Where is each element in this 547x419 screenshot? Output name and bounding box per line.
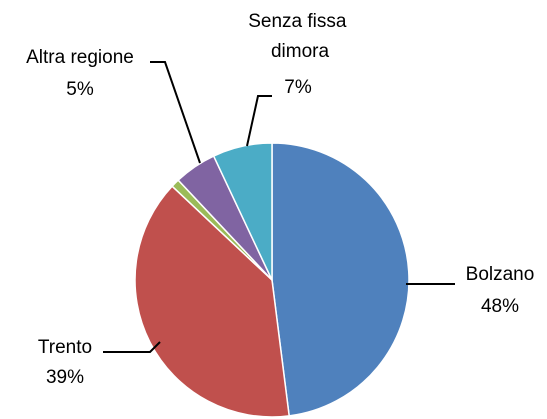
slice-label: Altra regione [26,47,134,68]
pie-slice [271,142,410,417]
value-label: 39% [46,367,84,388]
label-line: Senza fissa [248,11,352,32]
pie-slice [212,142,273,281]
leader-line [103,341,161,353]
value-label: 5% [66,79,94,100]
leader-line [150,61,201,164]
label-line: dimora [271,41,330,62]
value-label: 7% [284,77,312,98]
slice-label: Senza fissa dimora [248,11,352,62]
slice-label: Trento [38,337,92,358]
slice-label: Bolzano [466,264,535,285]
value-label: 48% [481,296,519,317]
leader-line [246,95,272,147]
pie-slice [134,185,291,418]
